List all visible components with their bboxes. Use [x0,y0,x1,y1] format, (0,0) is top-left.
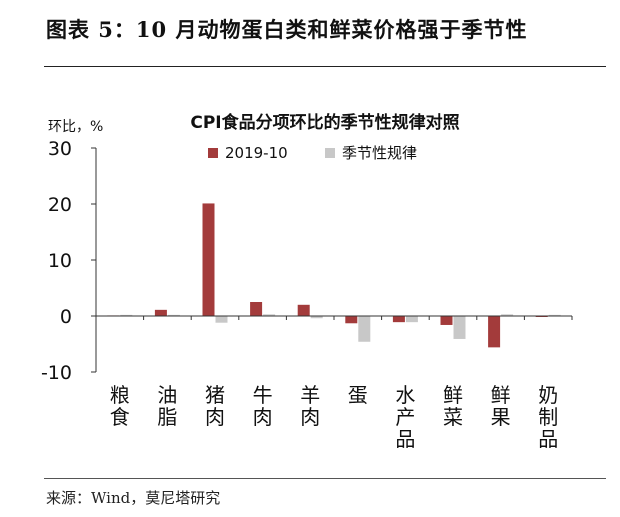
bars [107,203,561,348]
bar-seasonal [167,314,180,316]
legend-swatch [325,148,335,158]
y-tick-label: 0 [60,306,72,328]
bar-2019-10 [392,316,405,323]
legend-label: 季节性规律 [342,144,417,162]
legend-swatch [208,148,218,158]
x-tick-label: 鲜果 [491,383,511,429]
x-tick-label: 水产品 [395,383,415,451]
y-tick-label: -10 [41,362,72,384]
legend: 2019-10 季节性规律 [208,144,417,162]
x-tick-label: 羊肉 [300,383,320,429]
y-tick-label: 10 [48,250,72,272]
bar-2019-10 [202,203,215,316]
x-tick-label: 鲜菜 [443,383,463,429]
bar-2019-10 [154,309,167,316]
legend-label: 2019-10 [225,144,288,162]
x-tick-label: 蛋 [348,383,368,407]
bar-2019-10 [297,304,310,316]
y-axis-label: 环比，% [48,119,103,135]
title-divider [44,66,606,67]
source-divider [44,478,606,479]
bar-seasonal [120,314,133,316]
y-tick-label: 20 [48,194,72,216]
x-tick-label: 牛肉 [253,383,273,429]
bar-seasonal [548,314,561,316]
bar-seasonal [358,316,371,342]
bar-2019-10 [250,302,263,316]
bar-seasonal [310,316,323,319]
bar-seasonal [215,316,228,323]
y-tick-label: 30 [48,138,72,160]
source-note: 来源：Wind，莫尼塔研究 [46,489,221,507]
y-axis: -10 0 10 20 30 [41,138,97,384]
bar-seasonal [453,316,466,339]
figure-title: 图表 5：10 月动物蛋白类和鲜菜价格强于季节性 [46,17,528,42]
x-tick-label: 粮食 [110,383,130,429]
bar-seasonal [501,314,514,316]
bar-2019-10 [488,316,501,348]
x-tick-label: 奶制品 [538,383,558,451]
x-tick-label: 猪肉 [205,383,225,429]
bar-seasonal [405,316,418,323]
bar-2019-10 [345,316,358,324]
bar-seasonal [263,314,276,316]
bar-2019-10 [440,316,453,325]
x-tick-label: 油脂 [157,383,177,429]
chart-title: CPI食品分项环比的季节性规律对照 [190,112,459,133]
